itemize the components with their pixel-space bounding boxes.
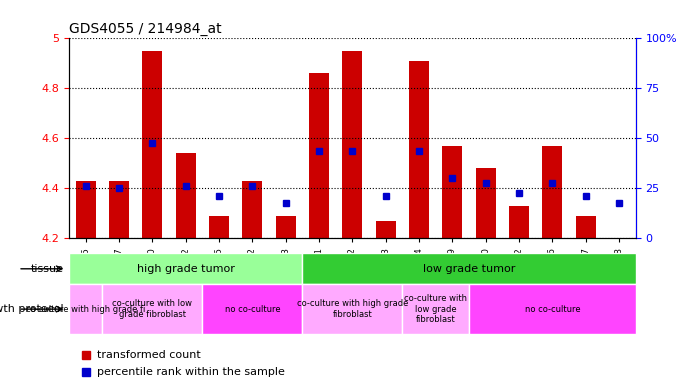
Bar [76,181,96,238]
Bar [109,181,129,238]
Text: co-culture with high grade
fibroblast: co-culture with high grade fibroblast [296,300,408,319]
Text: growth protocol: growth protocol [0,304,64,314]
Text: co-culture with low
grade fibroblast: co-culture with low grade fibroblast [113,300,192,319]
FancyBboxPatch shape [469,284,636,334]
FancyBboxPatch shape [303,253,636,284]
Bar [475,168,495,238]
Text: tissue: tissue [30,264,64,274]
Text: no co-culture: no co-culture [225,305,281,314]
Bar [142,51,162,238]
Text: GDS4055 / 214984_at: GDS4055 / 214984_at [69,22,222,36]
Bar [409,61,429,238]
FancyBboxPatch shape [69,284,102,334]
Bar [209,215,229,238]
FancyBboxPatch shape [303,284,402,334]
Text: co-culture with high grade fi: co-culture with high grade fi [26,305,145,314]
Text: percentile rank within the sample: percentile rank within the sample [97,367,285,377]
FancyBboxPatch shape [69,253,303,284]
Bar [309,73,329,238]
Text: co-culture with
low grade
fibroblast: co-culture with low grade fibroblast [404,294,467,324]
FancyBboxPatch shape [202,284,303,334]
Bar [509,205,529,238]
Bar [542,146,562,238]
Bar [343,51,362,238]
Text: transformed count: transformed count [97,350,201,360]
Text: no co-culture: no co-culture [524,305,580,314]
Bar [576,215,596,238]
Text: high grade tumor: high grade tumor [137,264,235,274]
Bar [376,221,396,238]
Bar [442,146,462,238]
Bar [276,215,296,238]
Bar [243,181,263,238]
Bar [176,153,196,238]
FancyBboxPatch shape [102,284,202,334]
FancyBboxPatch shape [402,284,469,334]
Text: low grade tumor: low grade tumor [423,264,515,274]
